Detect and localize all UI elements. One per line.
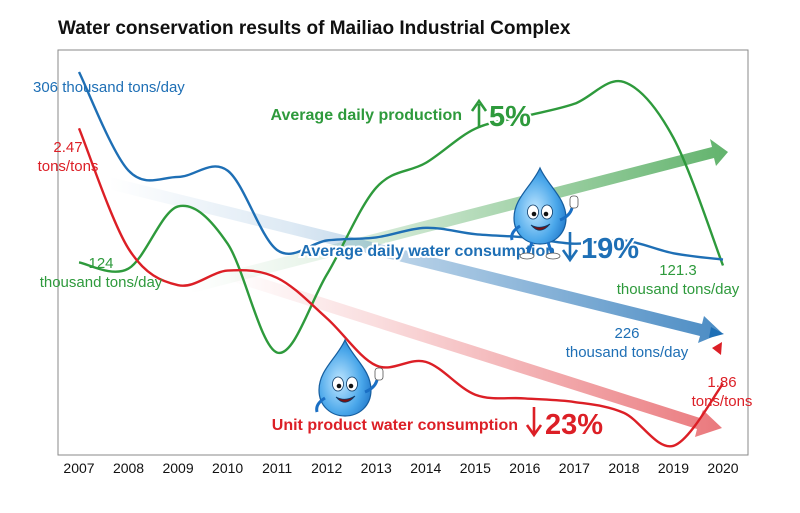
series-line-water-consumption [77,71,724,261]
x-tick-label: 2018 [608,460,639,476]
unit-end-arrowhead [712,342,722,355]
x-tick-label: 2017 [559,460,590,476]
x-tick-label: 2015 [460,460,491,476]
x-tick-label: 2009 [162,460,193,476]
water-annotation: Average daily water consumption 19% [298,231,641,267]
unit-start-label-unit: tons/tons [38,158,99,175]
unit-trend-arrow [227,268,722,437]
unit-end-label-value: 1.86 [707,374,736,391]
arrow-up-icon [470,98,488,128]
x-tick-label: 2014 [410,460,441,476]
water-end-arrowhead [709,327,724,338]
arrow-down-icon [525,407,543,438]
water-drop-mascot-icon [315,338,384,417]
production-start-label-unit: thousand tons/day [40,274,163,291]
production-annotation-label: Average daily production [271,107,462,124]
x-tick-label: 2011 [262,460,292,476]
x-tick-label: 2019 [658,460,689,476]
production-change-value: 5% [489,101,531,133]
water-drop-mascot-icon [510,166,579,260]
x-tick-label: 2010 [212,460,243,476]
production-end-label-unit: thousand tons/day [617,281,740,298]
production-start-label-value: 124 [88,255,113,272]
water-end-label-unit: thousand tons/day [566,344,689,361]
water-annotation-label: Average daily water consumption [300,243,555,260]
water-trend-arrow [108,177,722,343]
unit-annotation: Unit product water consumption 23% [270,407,605,443]
unit-annotation-label: Unit product water consumption [272,417,518,434]
production-annotation: Average daily production 5% [269,98,533,135]
page-title: Water conservation results of Mailiao In… [58,18,571,39]
water-start-label: 306 thousand tons/day [33,79,185,96]
x-tick-label: 2008 [113,460,144,476]
x-axis-ticks: 2007 2008 2009 2010 2011 2012 2013 2014 2015 2016… [63,460,738,476]
trend-arrow-icon [108,139,728,437]
arrow-down-icon [561,232,579,263]
unit-start-label-value: 2.47 [53,139,82,156]
unit-change-value: 23% [545,409,603,441]
water-change-value: 19% [581,233,639,265]
x-tick-label: 2007 [63,460,94,476]
x-tick-label: 2012 [311,460,342,476]
production-end-label-value: 121.3 [659,262,697,279]
production-trend-arrow [190,139,728,293]
unit-end-label-unit: tons/tons [692,393,753,410]
plot-frame [57,49,749,456]
x-tick-label: 2013 [361,460,392,476]
series-line-unit-consumption [77,127,724,448]
series-line-production [78,79,725,354]
x-tick-label: 2016 [509,460,540,476]
x-tick-label: 2020 [707,460,738,476]
water-end-label-value: 226 [614,325,639,342]
